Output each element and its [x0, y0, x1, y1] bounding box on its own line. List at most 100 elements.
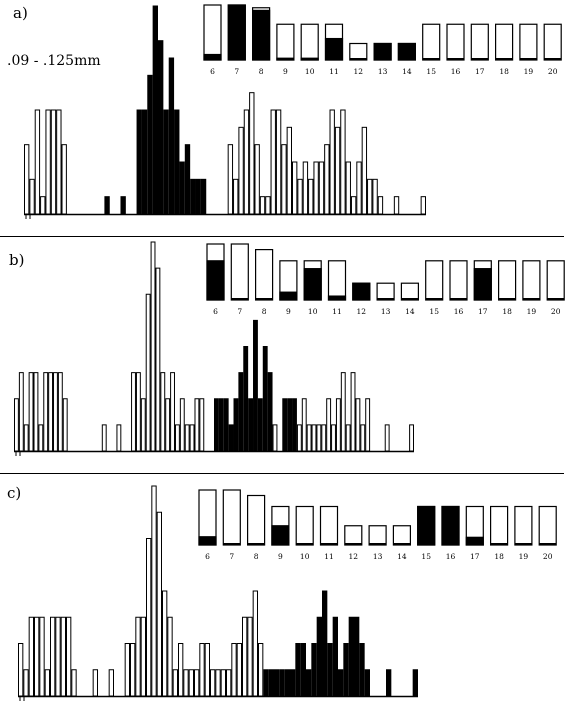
histogram-bar [28, 616, 34, 697]
histogram-bar [311, 424, 317, 452]
histogram-bar [306, 424, 312, 452]
inset-column-outline [422, 23, 441, 61]
panel-b: b) 6 7 8 9 10 11 12 13 14 15 16 17 18 19 20 [9, 241, 565, 456]
histogram-bar [355, 398, 361, 452]
histogram-bar [141, 109, 148, 215]
histogram-bar [40, 196, 46, 215]
size-annotation: .09 - .125mm [7, 53, 101, 69]
histogram-bar [282, 398, 288, 452]
inset-tick-label: 20 [543, 552, 553, 561]
inset-column-fill [441, 505, 460, 546]
histogram-bar [249, 92, 255, 215]
histogram-bar [210, 669, 216, 697]
histogram-bar [55, 616, 61, 697]
histogram-bar [365, 398, 371, 452]
histogram-bar [145, 293, 151, 452]
panel-label: b) [9, 251, 24, 269]
histogram-bar [45, 109, 51, 215]
histogram-bar [257, 398, 263, 452]
histogram-bar [135, 616, 141, 697]
inset-tick-label: 13 [381, 307, 391, 316]
histogram-bar [174, 424, 180, 452]
histogram-bar [116, 424, 122, 452]
histogram-bar [92, 669, 98, 697]
inset-tick-label: 18 [494, 552, 504, 561]
histogram-bar [179, 161, 185, 215]
histogram-bar [262, 346, 268, 452]
histogram-bar [23, 669, 29, 697]
histogram-bar [243, 346, 249, 452]
inset-column-fill [227, 4, 246, 61]
inset-column-fill [206, 260, 225, 301]
histogram-bar [334, 126, 341, 215]
inset-column-fill [373, 42, 392, 61]
histogram-bar [147, 74, 153, 215]
histogram-bar [190, 178, 196, 215]
histogram-bar [214, 398, 219, 452]
panel-label: a) [13, 4, 28, 22]
inset-column-fill [473, 268, 492, 301]
inset-column-outline [349, 42, 368, 61]
histogram-bar [220, 669, 226, 697]
histogram-bar [322, 590, 328, 697]
inset-tick-label: 13 [378, 67, 388, 76]
inset-column-fill [417, 505, 436, 546]
histogram-bar [183, 669, 189, 697]
histogram-bar [33, 372, 39, 452]
inset-tick-label: 8 [262, 307, 267, 316]
histogram-bar [140, 616, 146, 697]
histogram-bar [163, 109, 169, 215]
histogram-bar [43, 372, 49, 452]
histogram-bar [108, 669, 114, 697]
histogram-bar [258, 643, 264, 697]
inset-tick-label: 6 [205, 552, 210, 561]
inset-column-outline [470, 23, 489, 61]
inset-tick-label: 6 [210, 67, 215, 76]
histogram-bar [60, 616, 66, 697]
inset-tick-label: 19 [524, 67, 534, 76]
histogram-bar [259, 196, 266, 215]
histogram-bar [270, 109, 276, 215]
histogram-bar [204, 643, 210, 697]
inset-column-outline [368, 525, 387, 546]
inset-tick-label: 14 [402, 67, 412, 76]
histogram-bar [345, 161, 351, 215]
histogram-bar [130, 643, 136, 697]
histogram-bar [50, 616, 56, 697]
histogram-bar [188, 669, 194, 697]
histogram-bar [24, 144, 30, 215]
histogram-bar [18, 643, 24, 697]
inset-column-fill [252, 9, 271, 61]
histogram-bar [292, 398, 297, 452]
histogram-bar [377, 196, 384, 215]
histogram-bar [252, 590, 258, 697]
histogram-bar [194, 398, 200, 452]
histogram-bar [71, 669, 77, 697]
histogram-bar [44, 669, 50, 697]
inset-column-outline [300, 23, 319, 61]
histogram-bar [61, 144, 67, 215]
histogram-bar [356, 161, 362, 215]
panel-label: c) [7, 484, 21, 502]
histogram-bar [226, 669, 232, 697]
histogram-bar [263, 669, 269, 697]
histogram-bar [316, 424, 322, 452]
histogram-bar [155, 267, 161, 452]
histogram-bar [184, 424, 190, 452]
inset-chart: 6 7 8 9 10 11 12 13 14 15 16 17 18 19 20 [203, 4, 562, 76]
inset-column-fill [352, 282, 371, 301]
histogram-bar [66, 616, 72, 697]
inset-tick-label: 11 [329, 67, 339, 76]
histogram-bar [150, 241, 156, 452]
inset-tick-label: 15 [426, 67, 436, 76]
inset-column-outline [255, 249, 274, 301]
histogram-bar [140, 398, 146, 452]
inset-tick-label: 6 [213, 307, 218, 316]
inset-tick-label: 18 [499, 67, 509, 76]
inset-column-outline [247, 494, 266, 546]
histogram-bar [120, 196, 126, 215]
histogram-bar [272, 424, 278, 452]
inset-tick-label: 10 [300, 552, 310, 561]
inset-tick-label: 17 [478, 307, 488, 316]
inset-tick-label: 17 [470, 552, 480, 561]
